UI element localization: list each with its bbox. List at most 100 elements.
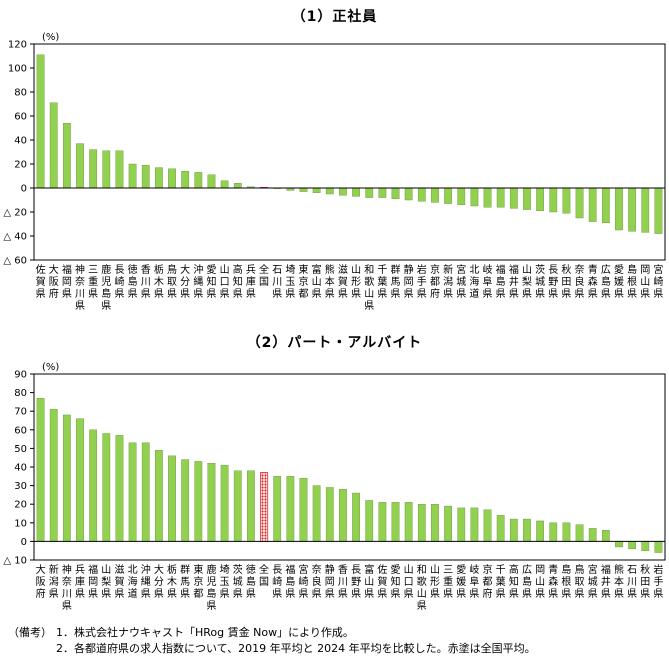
chart2-bar-佐賀県	[378, 502, 387, 542]
chart1-ytick-label: △ 60	[3, 256, 27, 267]
chart1-category-label: 埼玉県	[285, 263, 295, 300]
chart1-ytick-label: △ 20	[3, 208, 27, 219]
chart2-ytick-label: 40	[14, 463, 27, 474]
chart2-category-label: 静岡県	[325, 563, 335, 600]
chart2-bar-石川県	[628, 541, 637, 550]
chart1-category-label: 宮城県	[456, 263, 466, 300]
chart1-category-label: 香川県	[141, 264, 151, 300]
chart2-category-label: 長崎県	[272, 564, 282, 600]
chart1-y-unit: (%)	[42, 32, 59, 43]
chart1-category-label: 滋賀県	[338, 263, 348, 300]
chart1-bar-岡山県	[641, 187, 650, 233]
chart1-category-label: 福井県	[509, 263, 519, 300]
chart2-category-label: 鹿児島県	[206, 563, 216, 612]
chart1-bar-宮崎県	[654, 187, 663, 234]
chart2-title: （2）パート・アルバイト	[246, 335, 423, 351]
chart2-bar-島根県	[562, 522, 571, 542]
chart2-bar-沖縄県	[141, 442, 150, 542]
chart2-category-label: 宮城県	[588, 563, 598, 600]
chart2-bar-秋田県	[641, 541, 650, 551]
chart2-bar-徳島県	[247, 470, 255, 542]
chart1-category-label: 栃木県	[154, 263, 164, 300]
chart1-category-label: 岩手県	[417, 263, 427, 300]
chart2-category-label: 長野県	[351, 564, 361, 600]
chart2-category-label: 石川県	[627, 565, 637, 600]
chart2-bar-奈良県	[312, 485, 321, 542]
chart2-ytick-label: △ 10	[3, 556, 27, 567]
chart2-bar-滋賀県	[115, 435, 124, 542]
chart1-ytick-label: △ 40	[3, 232, 27, 243]
chart2-ytick-label: 0	[21, 537, 27, 548]
chart2-category-label: 鳥取県	[575, 563, 585, 600]
chart1-regular-employees: 120 100 80 60 40 20 0 △ 20 △ 40 △ 60 (%) 佐賀県大阪府福岡県神…	[3, 32, 666, 312]
chart2-category-label: 埼玉県	[220, 563, 230, 600]
chart1-category-label: 新潟県	[443, 263, 453, 300]
chart2-bar-山口県	[404, 502, 413, 542]
chart2-bar-新潟県	[49, 409, 58, 542]
chart1-bar-佐賀県	[36, 54, 45, 189]
chart2-category-label: 三重県	[443, 565, 453, 600]
chart2-bar-愛知県	[391, 502, 400, 542]
chart2-category-label: 山梨県	[101, 564, 111, 600]
chart1-category-label: 高知県	[233, 263, 243, 300]
chart2-bar-栃木県	[168, 455, 176, 542]
chart2-bar-静岡県	[325, 487, 334, 542]
chart1-bar-富山県	[312, 187, 321, 194]
chart1-bar-鳥取県	[168, 168, 176, 189]
chart1-bar-奈良県	[575, 187, 584, 219]
chart2-category-label: 千葉県	[496, 564, 506, 600]
chart2-bar-香川県	[339, 489, 347, 542]
chart1-bar-福井県	[509, 187, 518, 209]
chart2-category-label: 山形県	[430, 564, 440, 600]
chart1-category-label: 北海道	[469, 264, 479, 300]
chart2-bar-茨城県	[233, 470, 242, 542]
chart2-bar-宮崎県	[299, 477, 308, 542]
chart2-bar-富山県	[365, 500, 374, 542]
chart1-ytick-label: 20	[14, 160, 27, 171]
chart1-category-label: 徳島県	[128, 263, 138, 300]
chart2-category-label: 全国	[259, 563, 269, 588]
chart2-bar-全国	[259, 472, 269, 542]
chart1-category-label: 富山県	[312, 263, 322, 300]
chart2-bar-東京都	[194, 461, 203, 542]
chart2-category-label: 岩手県	[653, 563, 663, 600]
chart1-category-label: 宮崎県	[653, 263, 663, 300]
chart1-title: （1）正社員	[291, 9, 378, 25]
chart1-bar-和歌山県	[365, 187, 374, 198]
note-item-1: 1．株式会社ナウキャスト「HRog 賃金 Now」により作成。	[56, 626, 354, 639]
chart2-category-label: 福岡県	[88, 563, 98, 600]
chart1-category-label: 長野県	[548, 264, 558, 300]
chart2-category-label: 茨城県	[233, 563, 243, 600]
chart2-category-label: 新潟県	[49, 563, 59, 600]
chart1-bar-長崎県	[115, 150, 124, 189]
chart2-category-label: 広島県	[522, 563, 532, 600]
chart1-category-label: 山梨県	[522, 264, 532, 300]
chart1-category-label: 京都府	[430, 263, 440, 300]
chart1-category-label: 愛知県	[206, 263, 216, 300]
chart2-category-label: 福井県	[601, 563, 611, 600]
chart1-bar-青森県	[588, 187, 597, 222]
chart1-bar-東京都	[299, 187, 308, 192]
chart1-category-label: 茨城県	[535, 263, 545, 300]
chart1-category-label: 鳥取県	[167, 263, 177, 300]
chart1-bar-秋田県	[562, 187, 571, 214]
chart1-category-label: 熊本県	[325, 263, 335, 300]
chart1-bar-島根県	[628, 187, 637, 232]
chart1-bar-鹿児島県	[102, 150, 111, 189]
chart1-bar-神奈川県	[76, 143, 84, 189]
chart2-ytick-label: 20	[14, 500, 27, 511]
chart1-category-label: 静岡県	[404, 263, 414, 300]
chart2-ytick-label: 60	[14, 425, 27, 436]
chart2-ytick-label: 50	[14, 444, 27, 455]
chart1-category-label: 石川県	[272, 265, 282, 300]
note-item-2: 2．各都道府県の求人指数について、2019 年平均と 2024 年平均を比較した…	[56, 642, 536, 655]
chart2-bar-福島県	[286, 476, 295, 542]
chart1-bar-群馬県	[391, 187, 400, 200]
chart1-bar-新潟県	[444, 187, 452, 204]
chart1-bar-沖縄県	[194, 172, 203, 189]
chart2-ytick-label: 70	[14, 407, 27, 418]
chart1-bar-長野県	[549, 187, 558, 213]
chart1-category-label: 大分県	[180, 263, 190, 300]
chart1-category-label: 鹿児島県	[101, 263, 111, 312]
